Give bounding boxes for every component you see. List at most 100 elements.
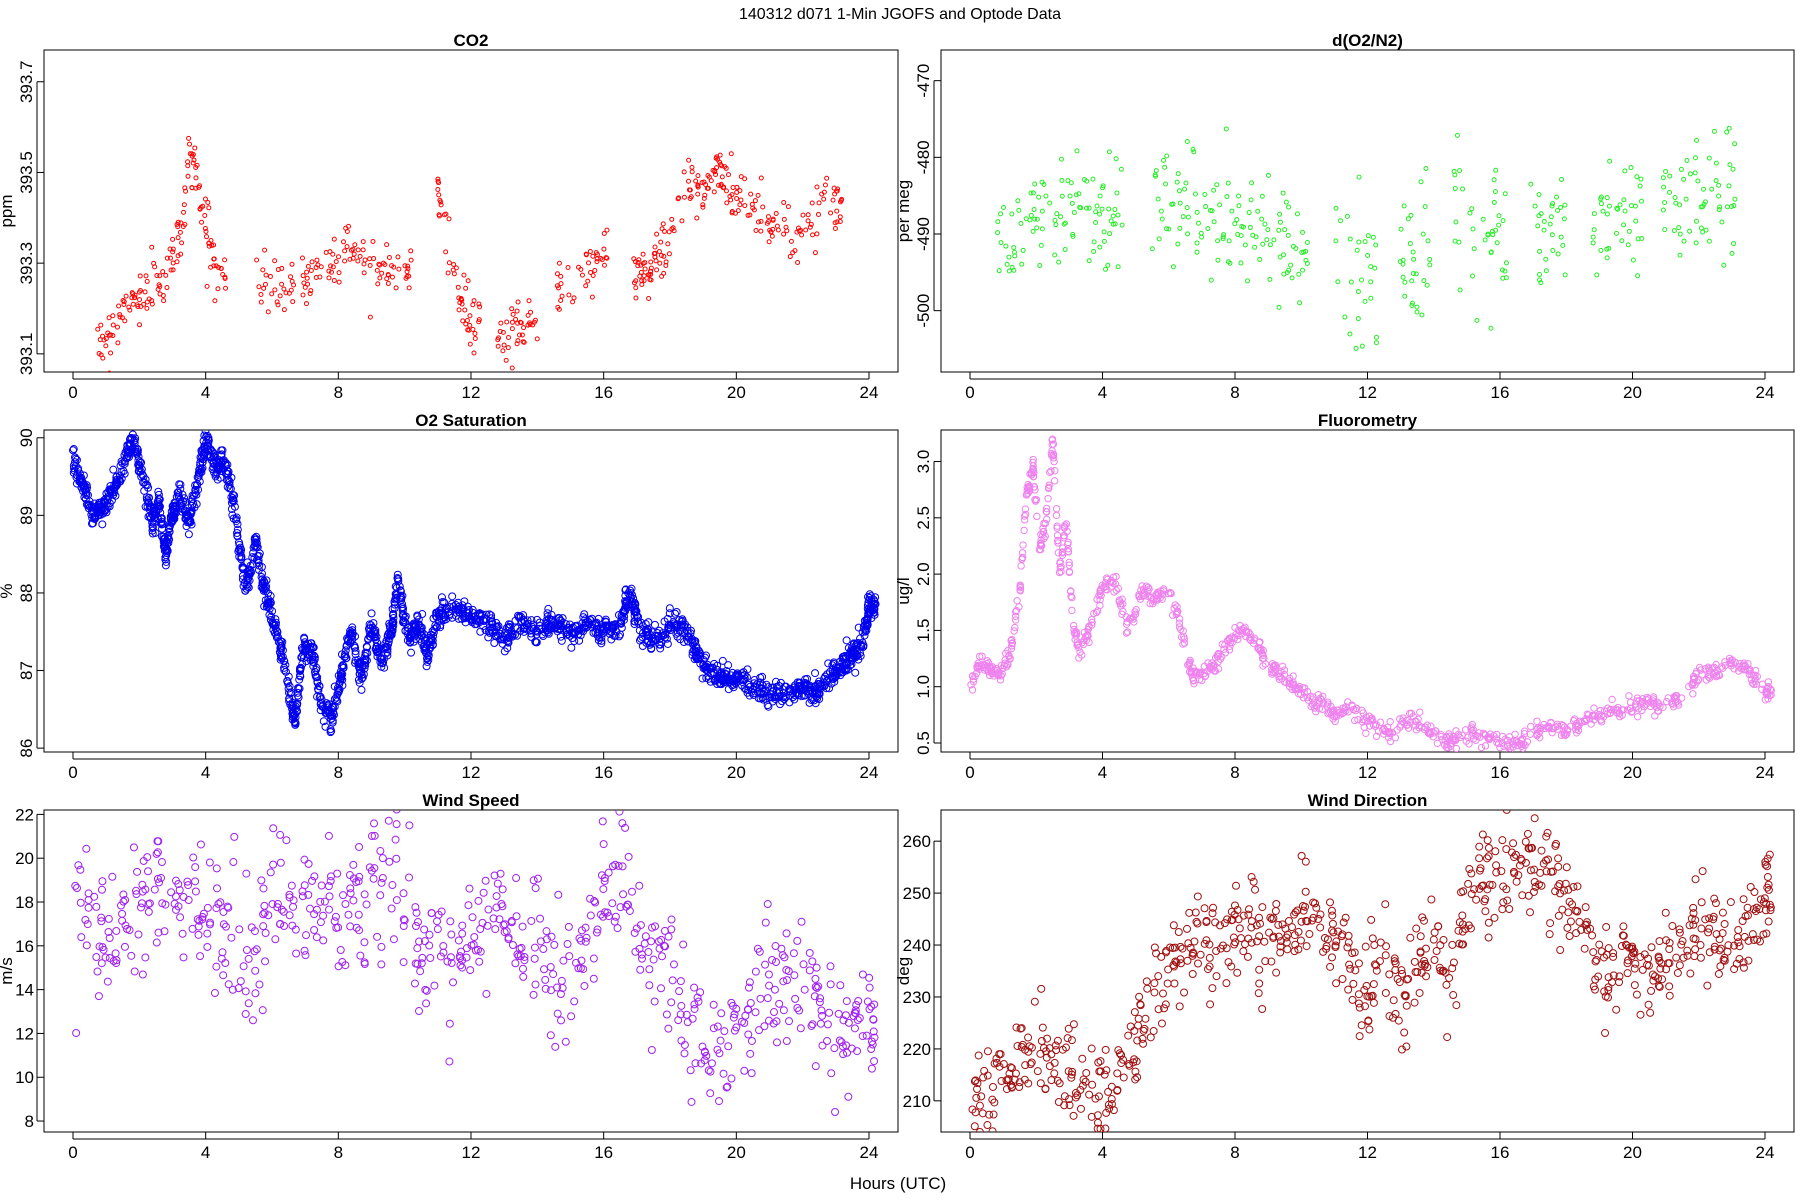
data-point xyxy=(213,263,219,269)
data-point xyxy=(1500,275,1506,281)
data-point xyxy=(212,864,221,873)
data-point xyxy=(1443,740,1451,749)
data-point xyxy=(770,985,779,994)
data-point xyxy=(860,621,869,630)
data-point xyxy=(1364,717,1372,725)
data-point xyxy=(720,185,726,191)
data-point xyxy=(1477,743,1486,752)
data-point xyxy=(1660,207,1666,213)
data-point xyxy=(1681,238,1687,244)
data-point xyxy=(1398,226,1404,232)
data-point xyxy=(1177,225,1183,231)
data-point xyxy=(1286,204,1292,210)
data-point xyxy=(805,212,811,218)
data-point xyxy=(1701,665,1710,673)
data-point xyxy=(1097,244,1103,250)
data-point xyxy=(660,633,669,642)
data-point xyxy=(1761,696,1770,704)
data-point xyxy=(167,246,173,252)
x-tick-label: 16 xyxy=(1491,763,1510,782)
data-point xyxy=(648,259,654,265)
data-point xyxy=(520,339,526,345)
data-point xyxy=(458,921,467,930)
data-point xyxy=(1106,206,1112,212)
data-point xyxy=(300,292,306,298)
data-point xyxy=(1469,206,1475,212)
data-point xyxy=(273,903,282,912)
data-point xyxy=(451,271,457,277)
data-point xyxy=(844,1092,853,1101)
data-point xyxy=(672,629,681,638)
data-point xyxy=(610,917,619,926)
data-point xyxy=(1276,304,1282,310)
data-point xyxy=(627,584,636,593)
data-point xyxy=(82,941,91,950)
data-point xyxy=(492,892,501,901)
data-point xyxy=(808,221,814,227)
data-point xyxy=(751,1008,760,1017)
data-point xyxy=(476,627,485,636)
data-point xyxy=(153,874,162,883)
data-point xyxy=(1058,214,1064,220)
data-point xyxy=(496,869,505,878)
data-point xyxy=(137,287,143,293)
data-point xyxy=(1021,505,1030,513)
data-point xyxy=(126,304,132,310)
data-point xyxy=(745,212,751,218)
data-point xyxy=(583,283,589,289)
data-point xyxy=(1632,203,1638,209)
data-point xyxy=(1662,200,1668,206)
y-tick-label: 3.0 xyxy=(914,450,933,474)
data-point xyxy=(1380,725,1389,734)
data-point xyxy=(853,1015,862,1024)
data-point xyxy=(756,994,765,1003)
data-point xyxy=(601,246,607,252)
data-point xyxy=(1059,193,1065,199)
data-point xyxy=(1555,251,1561,257)
data-point xyxy=(1271,662,1279,671)
data-point xyxy=(487,614,496,623)
data-point xyxy=(1685,682,1693,691)
data-point xyxy=(643,628,652,637)
data-point xyxy=(1726,183,1732,189)
data-point xyxy=(837,1038,846,1047)
data-point xyxy=(1638,706,1646,715)
data-point xyxy=(1065,558,1073,567)
data-point xyxy=(202,212,208,218)
data-point xyxy=(361,270,367,276)
data-point xyxy=(174,259,180,265)
data-point xyxy=(447,930,456,939)
data-point xyxy=(308,876,317,885)
data-point xyxy=(1701,186,1707,192)
data-point xyxy=(408,257,414,263)
data-point xyxy=(1386,717,1394,726)
data-point xyxy=(803,227,809,233)
data-point xyxy=(1604,211,1610,217)
data-point xyxy=(821,189,827,195)
data-point xyxy=(1115,212,1121,218)
data-point xyxy=(734,184,740,190)
data-point xyxy=(1012,253,1018,259)
data-point xyxy=(1713,160,1719,166)
data-point xyxy=(687,1097,696,1106)
data-point xyxy=(531,884,540,893)
data-point xyxy=(1103,266,1109,272)
data-point xyxy=(405,266,411,272)
data-point xyxy=(264,911,273,920)
data-point xyxy=(323,249,329,255)
data-point xyxy=(686,178,692,184)
data-point xyxy=(101,501,110,510)
data-point xyxy=(70,458,79,467)
data-point xyxy=(1025,482,1034,490)
data-point xyxy=(1052,252,1058,258)
data-point xyxy=(1365,252,1371,258)
data-point xyxy=(722,675,731,684)
data-point xyxy=(187,141,193,147)
data-point xyxy=(394,577,403,586)
data-point xyxy=(588,269,594,275)
data-point xyxy=(1370,234,1376,240)
data-point xyxy=(337,662,346,671)
data-point xyxy=(566,292,572,298)
data-point xyxy=(406,285,412,291)
